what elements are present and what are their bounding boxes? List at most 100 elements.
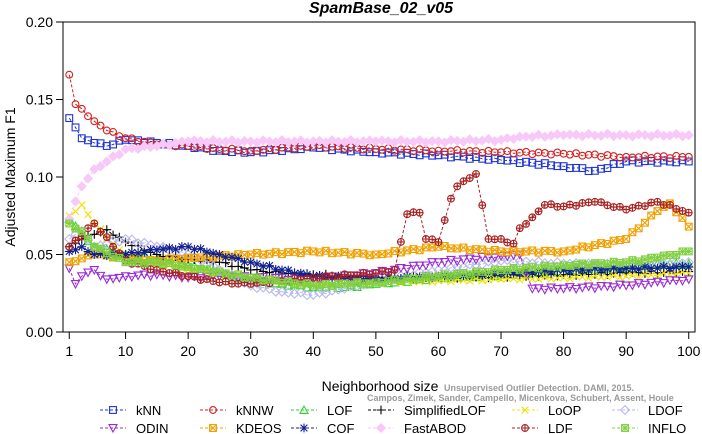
data-point-odin — [640, 280, 650, 290]
data-point-fast-abod — [364, 135, 375, 146]
data-point-odin — [76, 272, 87, 282]
data-point-fast-abod — [189, 135, 200, 146]
data-point-odin — [120, 272, 131, 282]
data-point-fast-abod — [464, 134, 475, 145]
data-point-odin — [414, 261, 425, 271]
legend-item-kdeos: KDEOS — [200, 421, 282, 434]
data-point-cof — [158, 244, 168, 254]
data-point-ldof — [258, 282, 269, 293]
data-point-fast-abod — [95, 161, 106, 172]
data-point-ldf — [565, 200, 574, 209]
data-point-lo-op — [634, 273, 643, 281]
x-tick-label: 30 — [243, 343, 259, 359]
data-point-cof — [296, 268, 306, 278]
data-point-cof — [678, 261, 687, 271]
data-point-ldf — [478, 201, 487, 210]
x-tick-label: 1 — [65, 343, 73, 359]
data-point-cof — [540, 265, 550, 275]
data-point-lo-op — [528, 275, 537, 283]
data-point-fast-abod — [126, 143, 137, 154]
data-point-lo-op — [609, 271, 618, 280]
legend-item-k-nnw: kNNW — [200, 403, 274, 418]
chart-title: SpamBase_02_v05 — [309, 0, 454, 17]
data-point-lo-op — [566, 275, 574, 283]
data-point-odin — [471, 255, 481, 265]
data-point-cof — [602, 264, 612, 274]
legend: kNN kNNW LOF SimplifiedLOF LoOP LDOF ODIN KDEOS… — [100, 403, 686, 434]
legend-item-odin: ODIN — [100, 421, 169, 434]
data-point-ldf — [90, 219, 99, 228]
data-point-fast-abod — [239, 135, 250, 147]
data-point-cof — [252, 259, 262, 269]
data-point-ldf — [666, 200, 674, 209]
data-point-ldof — [289, 288, 300, 299]
data-point-odin — [83, 268, 93, 278]
data-point-ldf — [472, 169, 480, 178]
data-point-lo-op — [553, 274, 562, 282]
data-point-lof — [358, 279, 369, 289]
y-tick-label: 0.00 — [26, 324, 53, 340]
data-point-cof — [577, 265, 587, 275]
data-point-odin — [108, 274, 118, 284]
data-point-fast-abod — [502, 133, 513, 144]
data-point-ldf — [459, 177, 468, 186]
data-point-inflo — [84, 234, 92, 243]
data-point-cof — [546, 267, 556, 277]
data-point-fast-abod — [195, 136, 206, 147]
data-point-kdeos — [684, 222, 693, 231]
data-point-cof — [83, 247, 93, 256]
data-point-cof — [590, 263, 600, 273]
data-point-fast-abod — [483, 133, 494, 145]
data-point-lo-op — [584, 274, 593, 283]
data-point-ldf — [522, 219, 530, 228]
data-point-odin — [133, 271, 144, 281]
data-point-lo-op — [678, 268, 687, 277]
data-point-odin — [496, 252, 506, 262]
data-point-ldf — [96, 227, 105, 236]
data-point-cof — [615, 265, 625, 275]
legend-label: LDOF — [648, 403, 683, 418]
data-point-odin — [439, 258, 450, 268]
data-point-odin — [665, 276, 675, 286]
data-point-cof — [596, 265, 606, 275]
data-point-k-nnw — [90, 117, 99, 126]
x-tick-label: 100 — [677, 343, 701, 359]
data-point-odin — [89, 266, 100, 276]
data-point-odin — [652, 277, 663, 287]
data-point-lo-op — [534, 275, 543, 283]
x-tick-label: 70 — [493, 343, 509, 359]
data-point-odin — [446, 255, 456, 266]
data-point-lo-op — [516, 276, 524, 284]
data-point-lo-op — [84, 210, 92, 219]
data-point-ldf — [196, 275, 205, 284]
data-point-lo-op — [572, 272, 580, 281]
data-point-odin — [596, 282, 607, 292]
data-point-lo-op — [591, 272, 599, 280]
data-point-k-nn — [603, 164, 612, 173]
data-point-odin — [527, 284, 538, 294]
data-point-lo-op — [578, 273, 587, 281]
data-point-odin — [671, 276, 682, 286]
data-point-odin — [126, 272, 137, 283]
data-point-odin — [139, 270, 150, 280]
data-point-odin — [621, 281, 632, 291]
data-point-cof — [671, 262, 681, 272]
data-point-fast-abod — [520, 131, 532, 142]
data-point-ldf — [190, 272, 199, 281]
data-point-ldof — [120, 233, 131, 245]
data-point-k-nnw — [109, 127, 118, 136]
data-point-ldf — [234, 279, 243, 288]
data-point-lo-op — [616, 273, 624, 282]
data-point-odin — [64, 264, 75, 274]
data-point-odin — [683, 275, 694, 285]
data-point-cof — [628, 263, 637, 273]
data-point-ldof — [101, 239, 112, 250]
data-point-ldf — [434, 238, 443, 247]
data-point-cof — [89, 250, 99, 259]
legend-marker-k-nnw — [209, 406, 217, 414]
legend-marker-k-nn — [109, 406, 117, 414]
data-point-odin — [433, 258, 444, 268]
data-point-cof — [164, 243, 174, 253]
legend-marker-simplified-lof — [376, 405, 386, 415]
data-point-ldf — [65, 242, 74, 251]
